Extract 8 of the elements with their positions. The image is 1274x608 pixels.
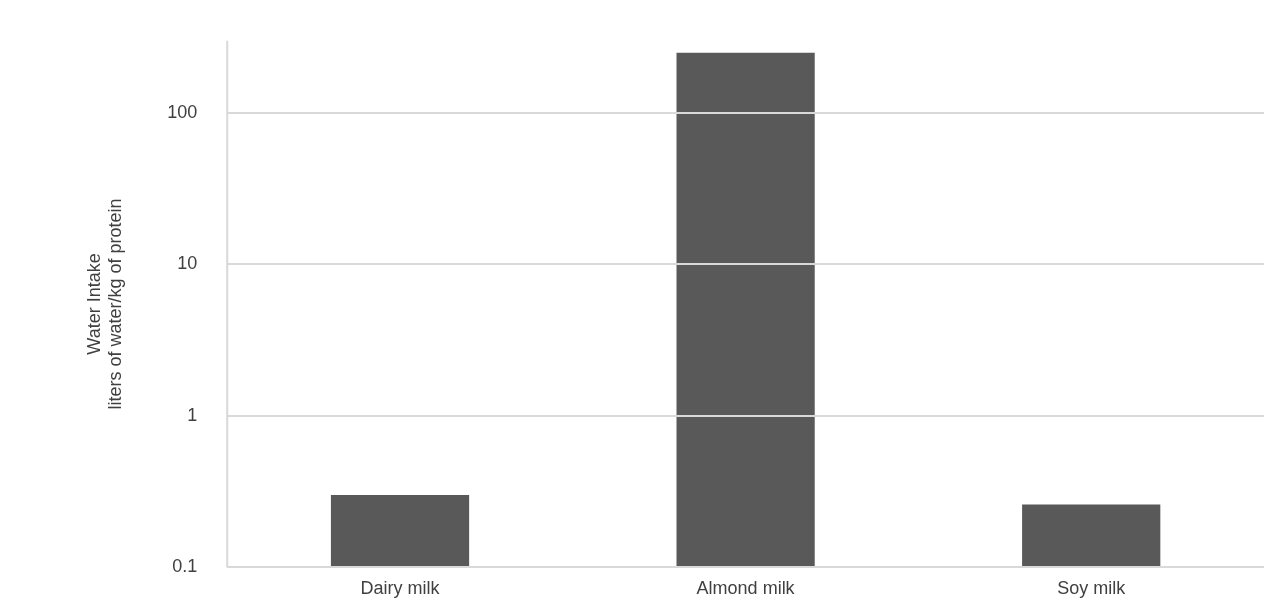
y-axis-title: Water Intake liters of water/kg of protein	[83, 198, 126, 410]
x-tick-label: Dairy milk	[360, 577, 441, 598]
y-tick-label: 100	[167, 102, 198, 122]
y-tick-label: 0.1	[172, 556, 198, 577]
y-tick-label: 10	[177, 253, 198, 274]
x-tick-label: Soy milk	[1057, 577, 1127, 598]
x-tick-label: Almond milk	[696, 577, 796, 598]
y-tick-label: 1	[187, 404, 198, 425]
